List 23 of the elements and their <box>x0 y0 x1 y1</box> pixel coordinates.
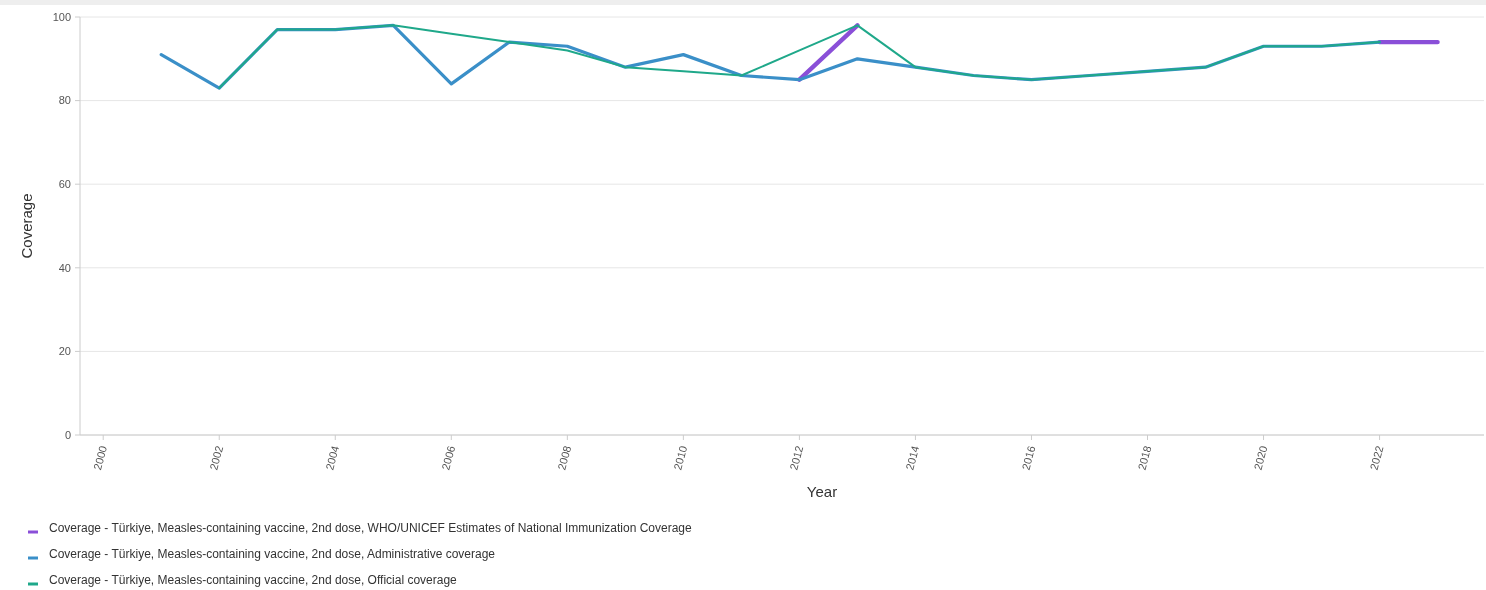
x-tick-label: 2018 <box>1135 444 1154 472</box>
x-tick-label: 2000 <box>91 444 110 472</box>
x-axis-title: Year <box>806 483 838 500</box>
y-tick-label: 20 <box>58 345 71 358</box>
y-axis-title: Coverage <box>18 193 35 259</box>
x-tick-label: 2016 <box>1019 444 1038 472</box>
y-tick-label: 40 <box>58 261 71 274</box>
x-tick-label: 2010 <box>671 444 690 472</box>
legend-label: Coverage - Türkiye, Measles-containing vaccine, 2nd dose, Administrative coverage <box>49 547 496 562</box>
x-tick-label: 2008 <box>555 444 574 472</box>
x-tick-label: 2002 <box>207 444 226 472</box>
x-tick-label: 2020 <box>1251 444 1270 472</box>
x-tick-label: 2004 <box>323 444 342 472</box>
y-tick-label: 60 <box>58 178 71 191</box>
y-tick-label: 80 <box>58 94 71 107</box>
x-tick-label: 2022 <box>1367 444 1386 472</box>
x-tick-label: 2012 <box>787 444 806 472</box>
legend-label: Coverage - Türkiye, Measles-containing vaccine, 2nd dose, Official coverage <box>49 573 458 588</box>
legend-label: Coverage - Türkiye, Measles-containing vaccine, 2nd dose, WHO/UNICEF Estimates of National Immunization Coverage <box>49 521 693 536</box>
x-tick-label: 2006 <box>439 444 458 472</box>
y-tick-label: 0 <box>64 428 71 441</box>
y-tick-label: 100 <box>52 10 71 23</box>
x-tick-label: 2014 <box>903 444 922 472</box>
